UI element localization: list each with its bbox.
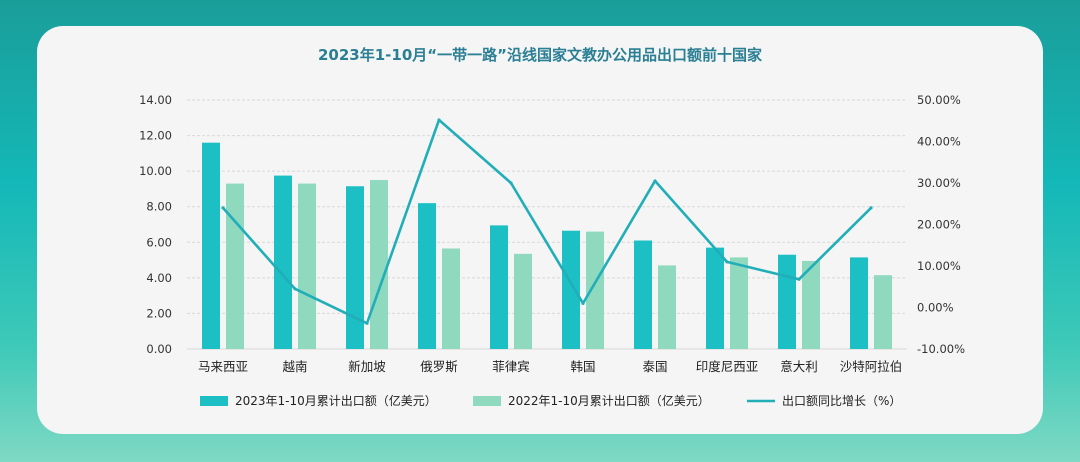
chart-title: 2023年1-10月“一带一路”沿线国家文教办公用品出口额前十国家 — [318, 46, 762, 64]
legend-label: 2023年1-10月累计出口额（亿美元） — [235, 393, 437, 408]
y-right-tick-label: -10.00% — [917, 342, 965, 356]
y-left-tick-label: 10.00 — [139, 164, 172, 178]
bar-2022 — [298, 183, 316, 349]
growth-point — [365, 321, 369, 325]
y-right-tick-label: 10.00% — [917, 259, 961, 273]
growth-point — [797, 277, 801, 281]
x-category-label: 菲律宾 — [492, 359, 530, 374]
bar-2023 — [274, 175, 292, 349]
legend-label: 2022年1-10月累计出口额（亿美元） — [508, 393, 710, 408]
y-left-tick-label: 8.00 — [146, 200, 172, 214]
x-category-label: 沙特阿拉伯 — [840, 359, 903, 374]
bar-2023 — [778, 254, 796, 349]
growth-point — [509, 181, 513, 185]
chart-card: 2023年1-10月“一带一路”沿线国家文教办公用品出口额前十国家 0.00 2.… — [37, 26, 1043, 434]
y-left-tick-label: 6.00 — [146, 235, 172, 249]
y-left-tick-label: 2.00 — [146, 306, 172, 320]
growth-point — [869, 206, 873, 210]
bar-2022 — [658, 265, 676, 349]
bar-2022 — [226, 183, 244, 349]
y-left-tick-label: 12.00 — [139, 129, 172, 143]
legend-swatch — [473, 396, 501, 406]
bar-2023 — [634, 240, 652, 349]
bar-2023 — [490, 225, 508, 349]
y-right-tick-label: 50.00% — [917, 93, 961, 107]
bar-2022 — [874, 275, 892, 349]
growth-point — [653, 179, 657, 183]
y-right-tick-label: 30.00% — [917, 176, 961, 190]
x-category-label: 意大利 — [780, 359, 818, 374]
bar-2022 — [370, 180, 388, 349]
bar-2023 — [346, 186, 364, 349]
y-left-tick-label: 4.00 — [146, 271, 172, 285]
y-left-tick-label: 14.00 — [139, 93, 172, 107]
bar-2023 — [202, 142, 220, 349]
legend-swatch — [200, 396, 228, 406]
x-category-label: 马来西亚 — [198, 359, 248, 374]
bar-2023 — [706, 247, 724, 349]
growth-line — [222, 118, 872, 325]
bar-2023 — [850, 257, 868, 349]
y-right-tick-label: 0.00% — [917, 301, 954, 315]
growth-point — [293, 287, 297, 291]
y-right-tick-label: 20.00% — [917, 218, 961, 232]
x-category-label: 印度尼西亚 — [696, 359, 759, 374]
bar-2022 — [730, 257, 748, 349]
growth-point — [221, 206, 225, 210]
bar-2023 — [562, 230, 580, 349]
x-category-label: 俄罗斯 — [420, 359, 458, 374]
chart: 2023年1-10月“一带一路”沿线国家文教办公用品出口额前十国家 0.00 2.… — [139, 46, 965, 408]
x-category-label: 新加坡 — [348, 359, 386, 374]
bar-2022 — [442, 248, 460, 349]
bar-2022 — [802, 260, 820, 349]
legend-label: 出口额同比增长（%） — [782, 394, 901, 408]
bar-2022 — [514, 253, 532, 349]
bar-2023 — [418, 203, 436, 349]
x-category-label: 韩国 — [570, 359, 595, 374]
y-left-tick-label: 0.00 — [146, 342, 172, 356]
x-category-label: 越南 — [282, 359, 307, 374]
x-category-label: 泰国 — [642, 359, 667, 374]
bar-2022 — [586, 231, 604, 349]
growth-point — [725, 260, 729, 264]
y-right-tick-label: 40.00% — [917, 135, 961, 149]
growth-point — [581, 301, 585, 305]
growth-point — [437, 118, 441, 122]
